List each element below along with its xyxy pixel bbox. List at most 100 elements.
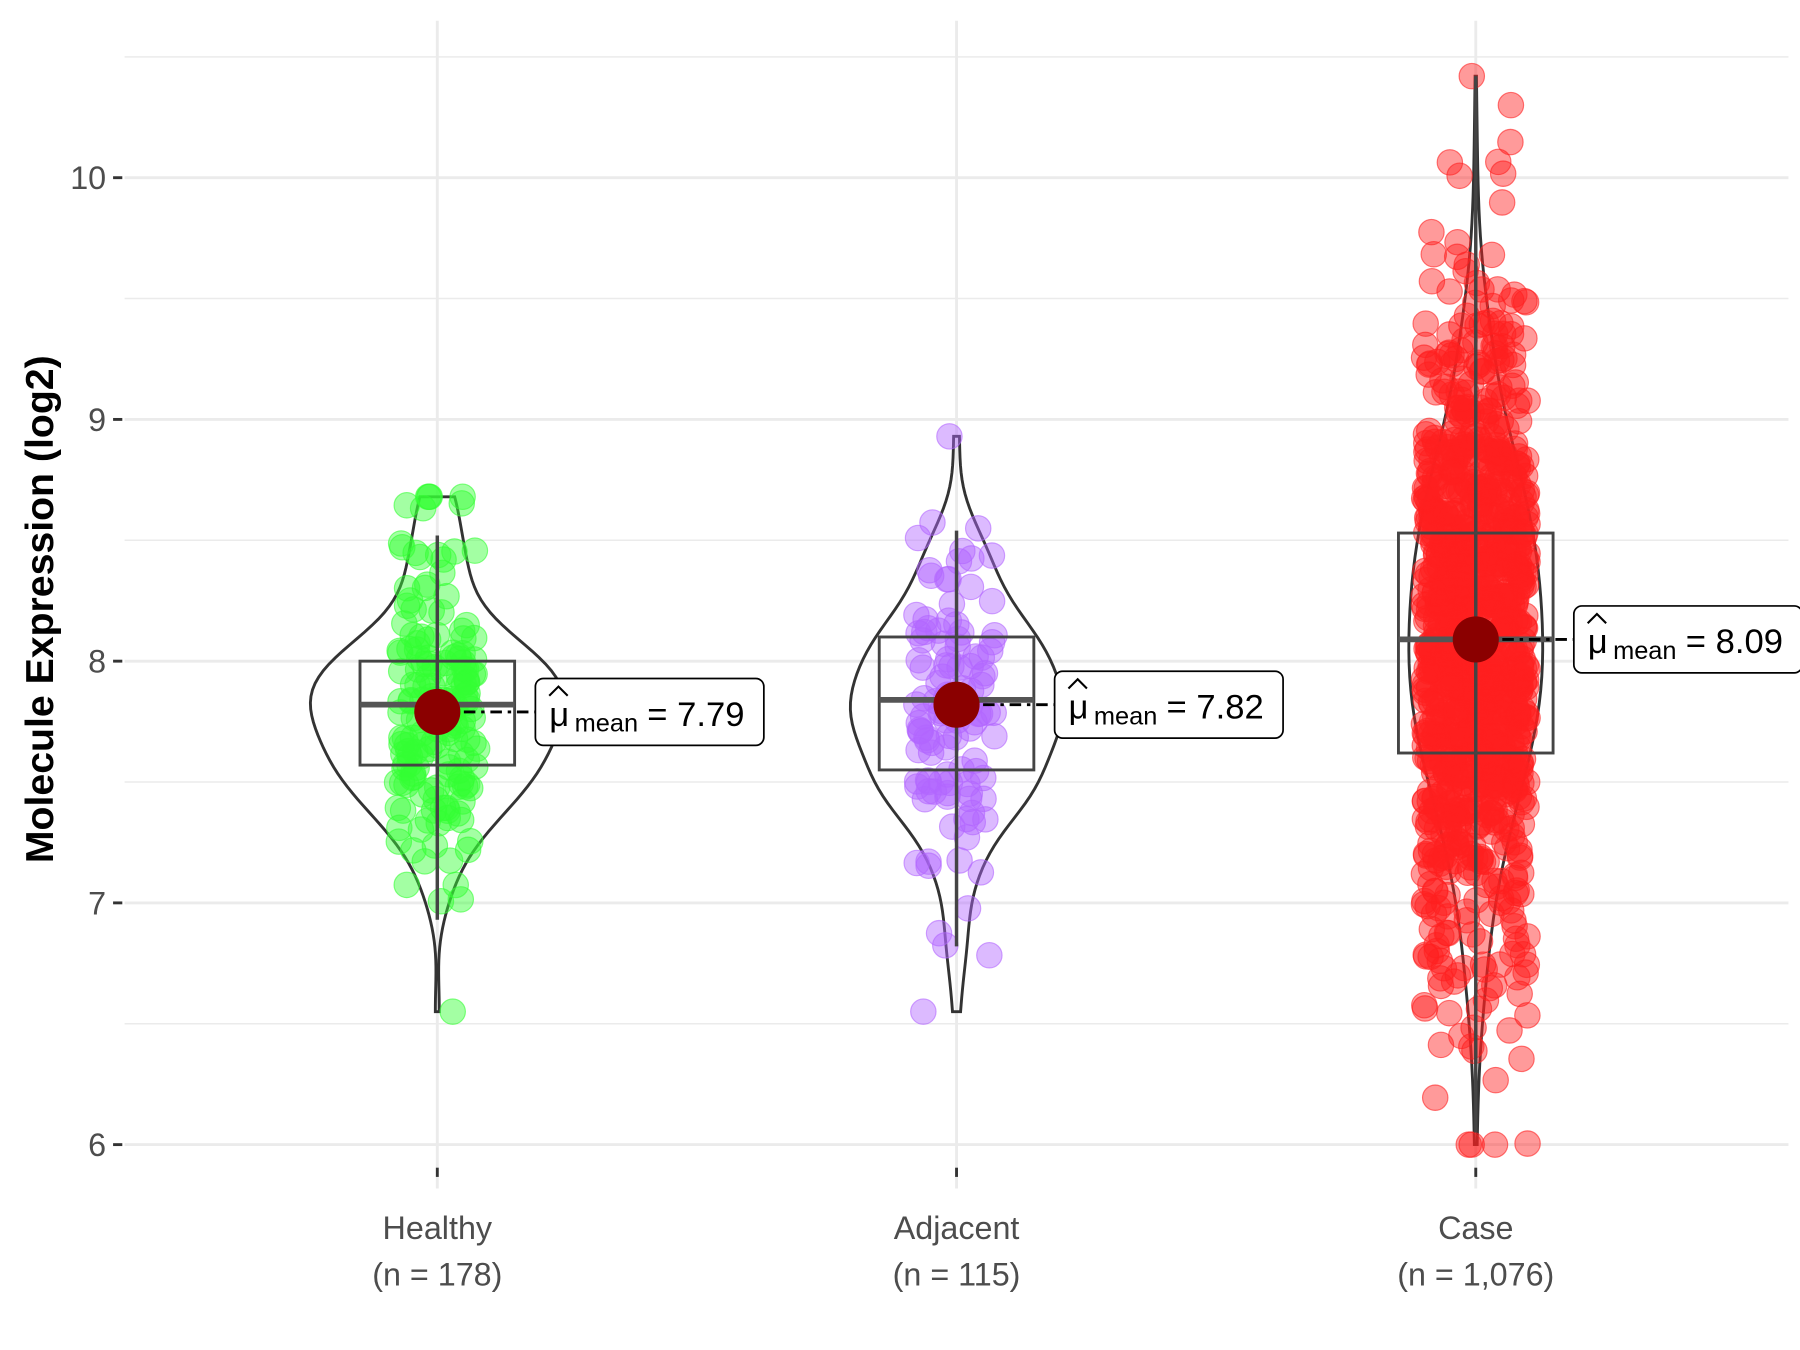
data-point <box>1482 1066 1509 1094</box>
x-tick-n-label: (n = 178) <box>372 1256 502 1292</box>
data-point <box>905 620 932 647</box>
data-point <box>1415 351 1443 378</box>
data-point <box>1475 397 1503 424</box>
data-point <box>429 794 457 822</box>
mean-point <box>933 681 980 728</box>
data-point <box>1506 836 1533 863</box>
data-point <box>1468 458 1496 485</box>
data-point <box>1439 723 1466 751</box>
data-point <box>1489 808 1517 835</box>
data-point <box>434 748 462 775</box>
data-point <box>1446 699 1474 726</box>
y-tick-label: 10 <box>70 160 106 196</box>
y-tick-label: 7 <box>88 885 106 921</box>
data-point <box>1447 585 1474 613</box>
data-point <box>1418 708 1446 736</box>
mean-subscript: mean <box>1094 702 1157 730</box>
data-point <box>1434 433 1461 461</box>
mean-symbol: μ <box>1068 689 1088 727</box>
data-point <box>1484 276 1511 303</box>
data-point <box>393 871 421 899</box>
data-point <box>1428 922 1455 950</box>
x-tick-n-label: (n = 1,076) <box>1397 1256 1554 1292</box>
data-point <box>945 548 973 575</box>
data-point <box>391 725 419 752</box>
data-point <box>915 848 942 875</box>
violin <box>308 495 566 1014</box>
data-point <box>958 799 986 827</box>
data-point <box>1496 1017 1523 1044</box>
data-point <box>1437 665 1464 693</box>
data-point <box>978 542 1006 569</box>
box <box>1397 531 1555 755</box>
data-point <box>913 724 940 751</box>
data-point <box>972 806 999 833</box>
data-point <box>1497 670 1524 698</box>
data-point <box>414 571 441 598</box>
data-point <box>1411 887 1438 915</box>
data-point <box>1504 963 1531 991</box>
data-point <box>910 998 937 1025</box>
data-point <box>1436 999 1463 1027</box>
data-point <box>1465 664 1493 691</box>
data-point <box>1510 573 1537 600</box>
mean-label-box <box>1572 605 1800 674</box>
y-tick-label: 6 <box>88 1127 106 1163</box>
data-point <box>1473 743 1500 770</box>
data-point <box>946 847 973 874</box>
data-point <box>1454 859 1481 887</box>
data-point <box>1487 705 1515 732</box>
boxes: μ mean = 7.79 μ mean = 7.82μ mean = 8.09 <box>358 76 1800 1133</box>
data-point <box>1412 941 1439 969</box>
data-point <box>1410 860 1438 888</box>
data-point <box>1481 1131 1509 1158</box>
data-point <box>461 537 489 564</box>
mean-point <box>414 688 461 735</box>
data-point <box>1508 713 1535 740</box>
data-point <box>386 814 413 842</box>
data-point <box>1418 218 1445 246</box>
mean-hat-icon <box>1586 612 1607 624</box>
mean-subscript: mean <box>575 710 638 738</box>
data-point <box>428 599 455 626</box>
data-point <box>1483 347 1511 375</box>
data-point <box>1505 407 1533 435</box>
data-point <box>1415 361 1442 388</box>
data-point <box>1436 321 1463 348</box>
data-point <box>1453 898 1480 925</box>
data-point <box>1424 587 1451 615</box>
data-point <box>1418 690 1445 717</box>
data-point <box>1512 602 1539 629</box>
box <box>358 659 517 767</box>
data-point <box>1506 980 1533 1008</box>
data-point <box>909 627 936 654</box>
data-point <box>904 524 932 552</box>
data-point <box>957 573 985 601</box>
data-point <box>400 837 427 864</box>
y-axis-label: Molecule Expression (log2) <box>18 355 62 863</box>
data-point <box>444 773 471 801</box>
data-point <box>1419 556 1447 583</box>
data-point <box>1501 281 1528 308</box>
data-point <box>1442 796 1470 824</box>
y-tick-label: 9 <box>88 402 106 438</box>
data-point <box>1440 968 1468 995</box>
data-point <box>1412 310 1439 337</box>
data-point <box>962 643 989 670</box>
data-point <box>436 847 464 874</box>
data-point <box>1416 461 1444 489</box>
x-tick-n-label: (n = 115) <box>893 1256 1021 1292</box>
data-point <box>978 587 1006 615</box>
data-point <box>933 652 960 679</box>
mean-value-label: = 8.09 <box>1686 623 1783 661</box>
data-point <box>1453 907 1481 934</box>
data-point <box>1485 148 1512 176</box>
data-point <box>1467 705 1495 733</box>
mean-label-box <box>1053 670 1284 739</box>
data-point <box>387 530 415 557</box>
data-point <box>1434 811 1461 839</box>
data-point <box>1488 189 1516 216</box>
mean-label-box <box>534 677 765 747</box>
data-point <box>1512 959 1539 986</box>
violin <box>848 434 1065 1014</box>
